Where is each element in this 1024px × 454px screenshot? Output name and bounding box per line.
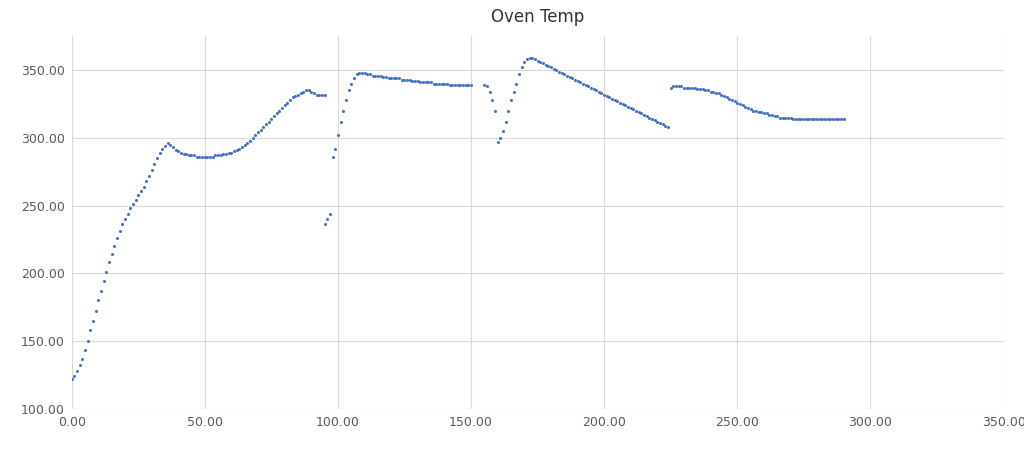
Title: Oven Temp: Oven Temp <box>490 9 585 26</box>
